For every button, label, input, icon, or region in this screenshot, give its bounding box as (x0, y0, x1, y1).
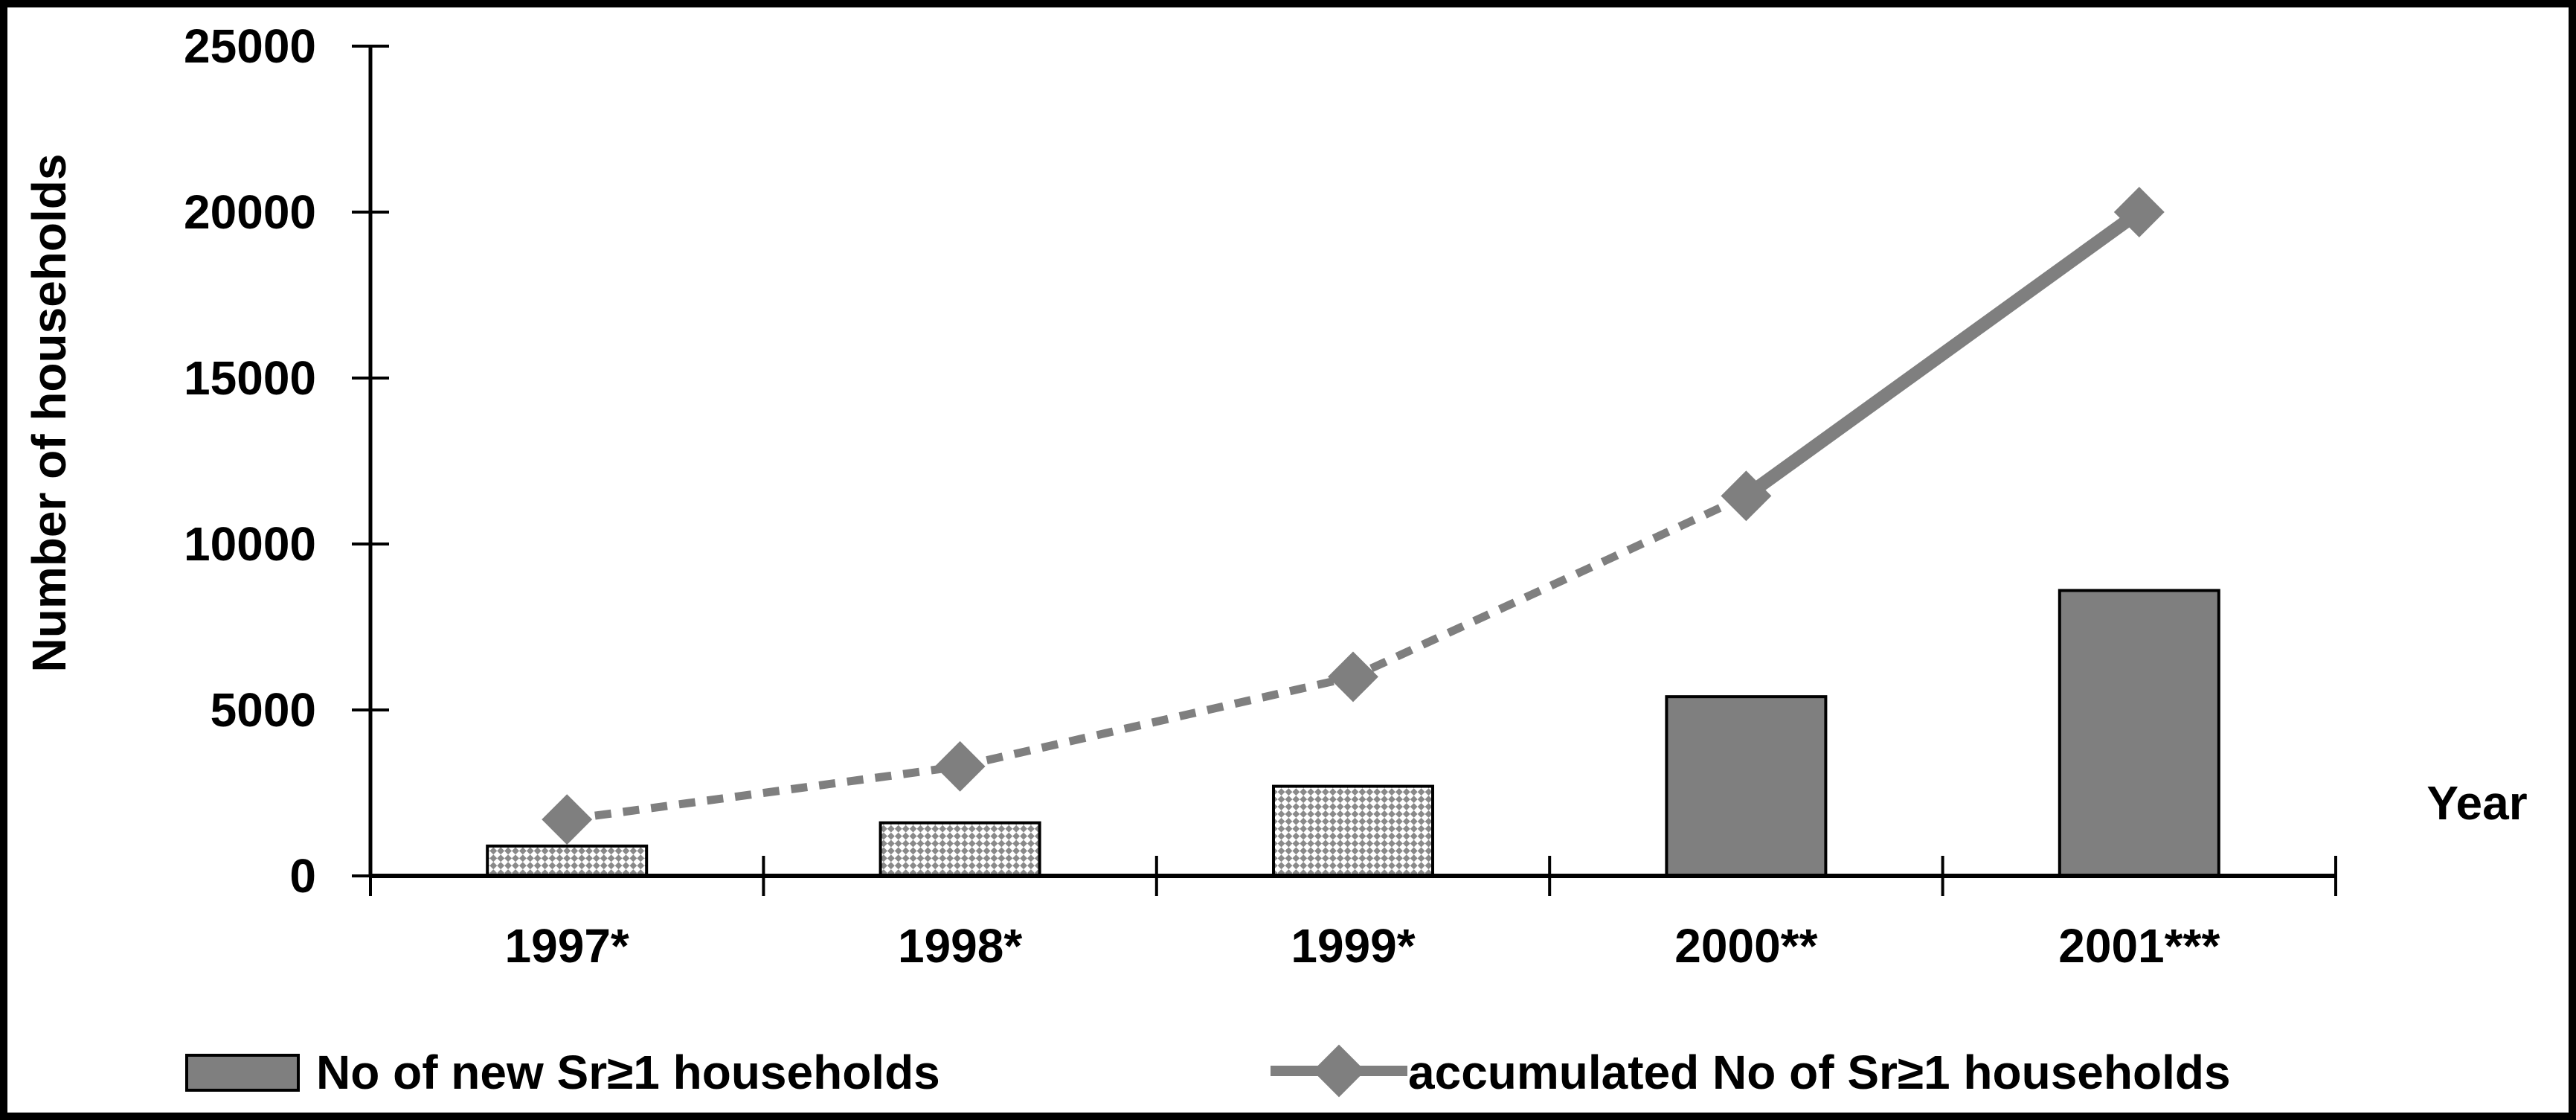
legend-label-accumulated-households: accumulated No of Sr≥1 households (1408, 1046, 2231, 1099)
legend-label-new-households: No of new Sr≥1 households (316, 1046, 940, 1099)
legend-bar-swatch (185, 1054, 300, 1092)
legend-diamond-icon (1312, 1044, 1366, 1098)
bar-1998 (879, 821, 1041, 878)
y-tick-label-0: 0 (289, 849, 316, 903)
x-tick-label-1997: 1997* (504, 919, 629, 973)
diamond-marker-2000 (1721, 470, 1772, 522)
x-tick-label-2000: 2000** (1674, 919, 1818, 973)
diamond-marker-1999 (1328, 651, 1378, 703)
diamond-marker-2001 (2113, 187, 2165, 237)
line-series (542, 187, 2165, 845)
x-tick-label-2001: 2001*** (2058, 919, 2220, 973)
x-tick-label-1999: 1999* (1291, 919, 1416, 973)
y-tick-label-5000: 5000 (210, 683, 316, 737)
y-tick-label-25000: 25000 (184, 19, 316, 73)
x-axis-title: Year (2426, 776, 2528, 830)
bar-2000 (1665, 695, 1828, 877)
bar-1997 (486, 844, 649, 877)
y-tick-label-15000: 15000 (184, 351, 316, 405)
y-tick-label-10000: 10000 (184, 517, 316, 571)
accumulated-line-solid (1742, 206, 2144, 502)
accumulated-line-dashed (566, 492, 1748, 824)
y-tick-label-20000: 20000 (184, 185, 316, 239)
bar-1999 (1272, 784, 1434, 877)
y-axis-title: Number of households (22, 153, 76, 673)
bar-2001 (2058, 589, 2220, 877)
legend-line-diamond-marker (1271, 1044, 1407, 1098)
bar-series (486, 589, 2220, 878)
x-tick-label-1998: 1998* (897, 919, 1023, 973)
diamond-marker-1998 (934, 740, 986, 792)
axes (352, 45, 2337, 896)
diamond-marker-1997 (542, 794, 593, 845)
